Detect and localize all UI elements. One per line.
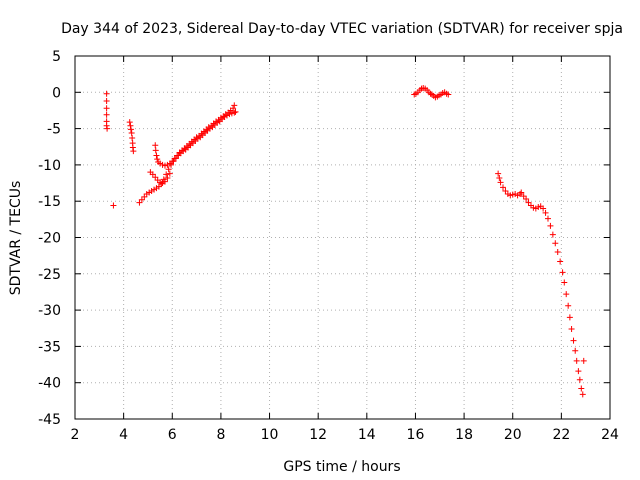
x-tick-label: 6	[168, 427, 177, 443]
data-point	[573, 357, 580, 364]
data-point	[580, 357, 587, 364]
x-tick-label: 22	[552, 427, 570, 443]
series-arc-5.3-8.6h-upper	[152, 102, 238, 169]
data-point	[570, 337, 577, 344]
y-tick-label: 0	[52, 85, 61, 101]
y-tick-label: -10	[38, 158, 61, 174]
x-tick-label: 20	[504, 427, 522, 443]
x-tick-label: 14	[358, 427, 376, 443]
data-point	[164, 174, 171, 181]
data-point	[154, 156, 161, 163]
data-point	[103, 111, 110, 118]
data-point	[166, 170, 173, 177]
data-point	[579, 391, 586, 398]
data-point	[128, 129, 135, 136]
data-point	[230, 105, 237, 112]
data-point	[561, 279, 568, 286]
data-point	[231, 109, 238, 116]
y-axis-label: SDTVAR / TECUs	[8, 181, 24, 296]
data-point	[542, 209, 549, 216]
data-point	[523, 196, 530, 203]
series-isolated-3.6h	[110, 202, 117, 209]
data-point	[559, 269, 566, 276]
y-tick-label: -35	[38, 339, 61, 355]
data-point	[130, 148, 137, 155]
x-tick-label: 16	[407, 427, 425, 443]
series-arc-16-17.4h	[411, 84, 452, 101]
x-tick-labels: 2 4 6 8 10 12 14 16 18 20 22 24	[71, 427, 619, 443]
data-point	[496, 174, 503, 181]
data-point	[552, 240, 559, 247]
x-axis-label: GPS time / hours	[283, 459, 400, 475]
y-tick-label: -30	[38, 303, 61, 319]
x-tick-label: 4	[119, 427, 128, 443]
x-tick-label: 2	[71, 427, 80, 443]
data-point	[566, 314, 573, 321]
data-point	[161, 178, 168, 185]
data-point	[572, 347, 579, 354]
data-point	[158, 180, 165, 187]
data-point	[544, 215, 551, 222]
data-point	[103, 98, 110, 105]
data-point	[445, 91, 452, 98]
series-arc-3.3h	[103, 90, 111, 132]
y-tick-label: -25	[38, 267, 61, 283]
x-tick-label: 18	[455, 427, 473, 443]
data-point	[497, 179, 504, 186]
data-point	[153, 152, 160, 159]
data-point	[152, 142, 159, 149]
grid-lines	[75, 56, 610, 419]
y-tick-label: -20	[38, 231, 61, 247]
data-points	[103, 84, 587, 398]
data-point	[127, 126, 134, 133]
data-point	[568, 325, 575, 332]
chart-title: Day 344 of 2023, Sidereal Day-to-day VTE…	[61, 21, 623, 37]
data-point	[540, 205, 547, 212]
data-point	[152, 147, 159, 154]
y-tick-label: -15	[38, 194, 61, 210]
data-point	[163, 171, 170, 178]
data-point	[517, 190, 524, 197]
data-point	[549, 231, 556, 238]
y-tick-label: -40	[38, 376, 61, 392]
x-tick-label: 12	[309, 427, 327, 443]
data-point	[557, 258, 564, 265]
series-arc-4.6-8.6h-lower	[136, 108, 239, 206]
data-point	[575, 368, 582, 375]
data-point	[104, 125, 111, 132]
x-tick-label: 8	[216, 427, 225, 443]
data-point	[500, 184, 506, 191]
data-point	[103, 105, 110, 112]
data-point	[495, 170, 502, 177]
y-tick-label: -5	[47, 122, 61, 138]
data-point	[554, 249, 561, 256]
data-point	[231, 102, 238, 109]
series-arc-4.3h	[126, 119, 137, 155]
y-tick-labels: 5 0 -5 -10 -15 -20 -25 -30 -35 -40 -45	[38, 49, 61, 428]
x-tick-label: 10	[261, 427, 279, 443]
data-point	[103, 90, 110, 97]
data-point	[427, 90, 434, 97]
data-point	[126, 119, 133, 126]
data-point	[578, 385, 585, 392]
data-point	[110, 202, 117, 209]
data-point	[165, 166, 172, 173]
data-point	[547, 222, 554, 229]
data-point	[563, 291, 570, 298]
data-point	[518, 189, 525, 196]
x-tick-label: 24	[601, 427, 619, 443]
plot-frame	[74, 55, 611, 420]
y-tick-label: 5	[52, 49, 61, 65]
data-point	[576, 376, 583, 383]
data-point	[129, 135, 136, 142]
series-arc-19.4-22.9h	[495, 170, 587, 398]
y-tick-label: -45	[38, 412, 61, 428]
series-arc-5.1-6h-loop	[147, 169, 173, 187]
data-point	[232, 108, 239, 115]
data-point	[565, 302, 572, 309]
